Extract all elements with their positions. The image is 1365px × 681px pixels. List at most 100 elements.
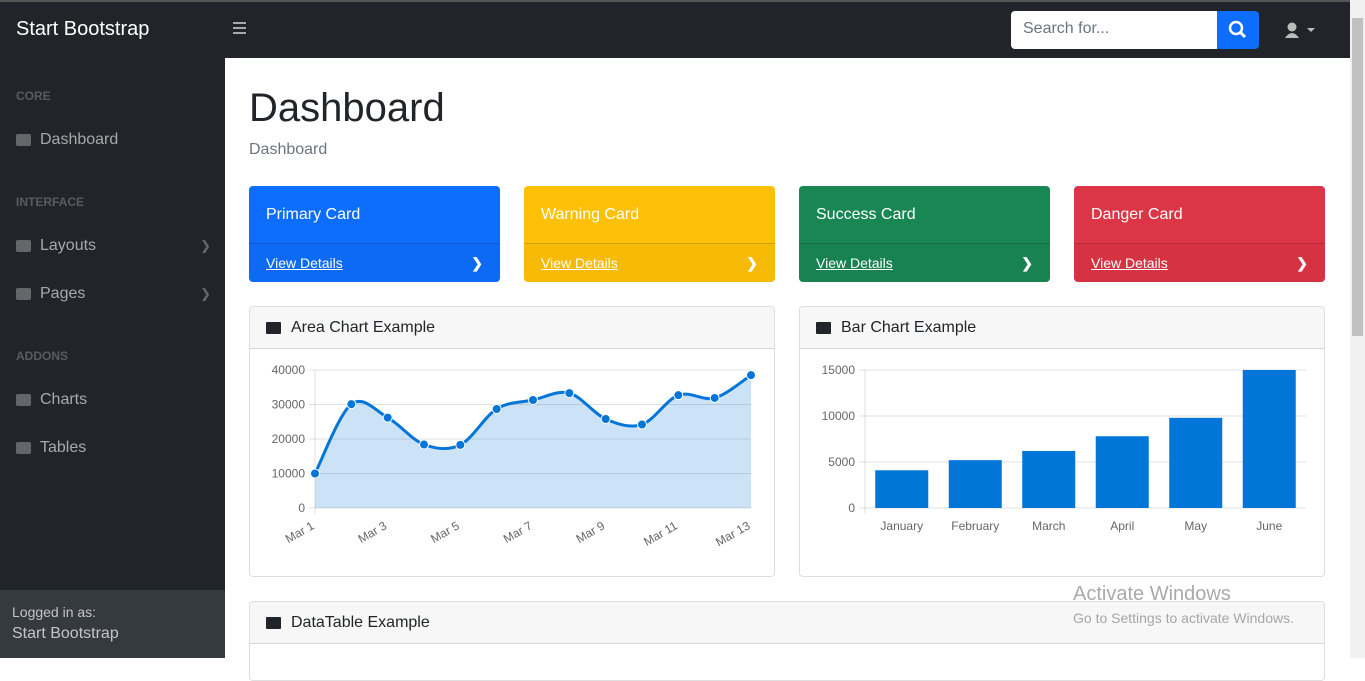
y-tick-label: 20000 (272, 432, 306, 446)
y-tick-label: 10000 (822, 409, 856, 423)
point (528, 395, 538, 406)
card-title: Area Chart Example (291, 318, 436, 336)
area-fill (315, 375, 751, 508)
stat-card: Warning Card View Details ❯ (524, 186, 775, 282)
watermark: Activate Windows Go to Settings to activ… (1073, 583, 1294, 626)
y-tick-label: 15000 (822, 363, 856, 377)
nav-label: Dashboard (40, 131, 119, 148)
footer-user: Start Bootstrap (12, 625, 119, 642)
x-tick-label: June (1256, 519, 1282, 533)
x-tick-label: Mar 13 (713, 518, 753, 549)
nav-label: Charts (40, 391, 88, 408)
stat-card: Primary Card View Details ❯ (249, 186, 500, 282)
x-tick-label: May (1184, 519, 1207, 533)
card-title: Primary Card (266, 206, 361, 223)
nav-item[interactable]: Dashboard (16, 131, 211, 149)
stat-card: Success Card View Details ❯ (799, 186, 1050, 282)
chevron: ❯ (1021, 255, 1033, 271)
x-tick-label: February (951, 519, 999, 533)
bar (1022, 450, 1076, 508)
watermark-title: Activate Windows (1073, 583, 1231, 605)
bar (948, 460, 1002, 508)
point (491, 403, 502, 414)
card-title: Warning Card (541, 206, 640, 223)
sidebar-toggle[interactable] (233, 22, 246, 34)
area-chart-card: Area Chart Example 0 10000 20000 30000 40000… (249, 306, 775, 577)
card-title: DataTable Example (291, 613, 430, 631)
point (600, 413, 611, 424)
bar (875, 470, 929, 508)
x-tick-label: Mar 5 (428, 518, 462, 546)
bar-chart: 0 5000 10000 15000 January February March April… (822, 363, 1306, 533)
nav-item[interactable]: Charts (16, 391, 211, 409)
card-footer: View Details ❯ (249, 243, 500, 282)
search-button[interactable] (1217, 11, 1259, 49)
nav-label: Tables (40, 439, 87, 456)
point (419, 439, 429, 450)
card-title: Success Card (816, 206, 916, 223)
card-footer: View Details ❯ (524, 243, 775, 282)
x-tick-label: April (1110, 519, 1134, 533)
chevron: ❯ (1296, 255, 1308, 271)
point (637, 419, 647, 430)
card-title: Bar Chart Example (841, 318, 977, 336)
footer-label: Logged in as: (12, 604, 97, 620)
brand[interactable]: Start Bootstrap (16, 18, 150, 40)
x-tick-label: March (1032, 519, 1065, 533)
bar (1169, 417, 1223, 508)
point (455, 439, 466, 450)
watermark-subtitle: Go to Settings to activate Windows. (1073, 610, 1294, 626)
y-tick-label: 10000 (272, 467, 306, 481)
card-link[interactable]: View Details (266, 255, 343, 271)
sidebar-footer: Logged in as: Start Bootstrap (0, 590, 225, 658)
section-heading: ADDONS (16, 349, 69, 363)
bar (1242, 370, 1296, 508)
search-input[interactable]: Search for... (1011, 11, 1217, 49)
nav-label: Layouts (40, 237, 97, 254)
card-title: Danger Card (1091, 206, 1183, 223)
x-tick-label: Mar 1 (283, 518, 317, 546)
y-tick-label: 0 (848, 501, 855, 515)
point (709, 392, 720, 403)
section-heading: INTERFACE (16, 195, 85, 209)
card-header: Bar Chart Example (800, 307, 1324, 349)
nav-item[interactable]: Pages ❯ (16, 285, 211, 303)
y-tick-label: 30000 (272, 398, 306, 412)
sidebar: CORE Dashboard INTERFACE Layouts ❯ Pages ❯… (0, 58, 225, 658)
card-link[interactable]: View Details (1091, 255, 1168, 271)
card-link[interactable]: View Details (541, 255, 618, 271)
y-tick-label: 40000 (272, 363, 306, 377)
point (346, 399, 357, 410)
point (746, 370, 756, 381)
point (673, 390, 684, 401)
card-footer: View Details ❯ (1074, 243, 1325, 282)
bar-chart-card: Bar Chart Example 0 5000 10000 15000 January… (799, 306, 1325, 577)
card-header: Area Chart Example (250, 307, 774, 349)
card-header: DataTable Example (250, 602, 1324, 644)
bar (1095, 436, 1149, 508)
nav-item[interactable]: Layouts ❯ (16, 237, 211, 255)
user-menu[interactable] (1284, 22, 1320, 40)
card-footer: View Details ❯ (799, 243, 1050, 282)
chevron: ❯ (471, 255, 483, 271)
x-tick-label: January (880, 519, 923, 533)
card-link[interactable]: View Details (816, 255, 893, 271)
point (382, 412, 393, 423)
y-tick-label: 5000 (828, 455, 855, 469)
point (310, 468, 320, 479)
x-tick-label: Mar 3 (356, 518, 390, 546)
point (564, 388, 575, 399)
chevron: ❯ (746, 255, 758, 271)
page-title: Dashboard (249, 86, 445, 130)
area-chart: 0 10000 20000 30000 40000 Mar 1 Mar 3 Mar 5 Mar … (272, 363, 756, 549)
stat-card: Danger Card View Details ❯ (1074, 186, 1325, 282)
nav-item[interactable]: Tables (16, 439, 211, 457)
x-tick-label: Mar 9 (574, 518, 608, 546)
x-tick-label: Mar 7 (501, 518, 535, 546)
breadcrumb: Dashboard (249, 141, 328, 158)
scrollbar-thumb[interactable] (1352, 18, 1363, 336)
section-heading: CORE (16, 89, 51, 103)
nav-label: Pages (40, 285, 86, 302)
